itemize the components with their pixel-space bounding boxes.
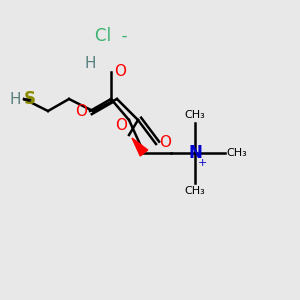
Text: H: H: [9, 92, 21, 106]
Text: O: O: [114, 64, 126, 80]
Text: O: O: [75, 103, 87, 118]
Text: +: +: [198, 158, 207, 169]
Text: Cl  -: Cl -: [95, 27, 127, 45]
Text: CH₃: CH₃: [226, 148, 247, 158]
Text: O: O: [116, 118, 128, 134]
Polygon shape: [132, 138, 148, 156]
Text: CH₃: CH₃: [184, 186, 206, 196]
Text: H: H: [84, 56, 96, 70]
Text: N: N: [188, 144, 202, 162]
Text: O: O: [159, 135, 171, 150]
Text: S: S: [24, 90, 36, 108]
Text: CH₃: CH₃: [184, 110, 206, 120]
